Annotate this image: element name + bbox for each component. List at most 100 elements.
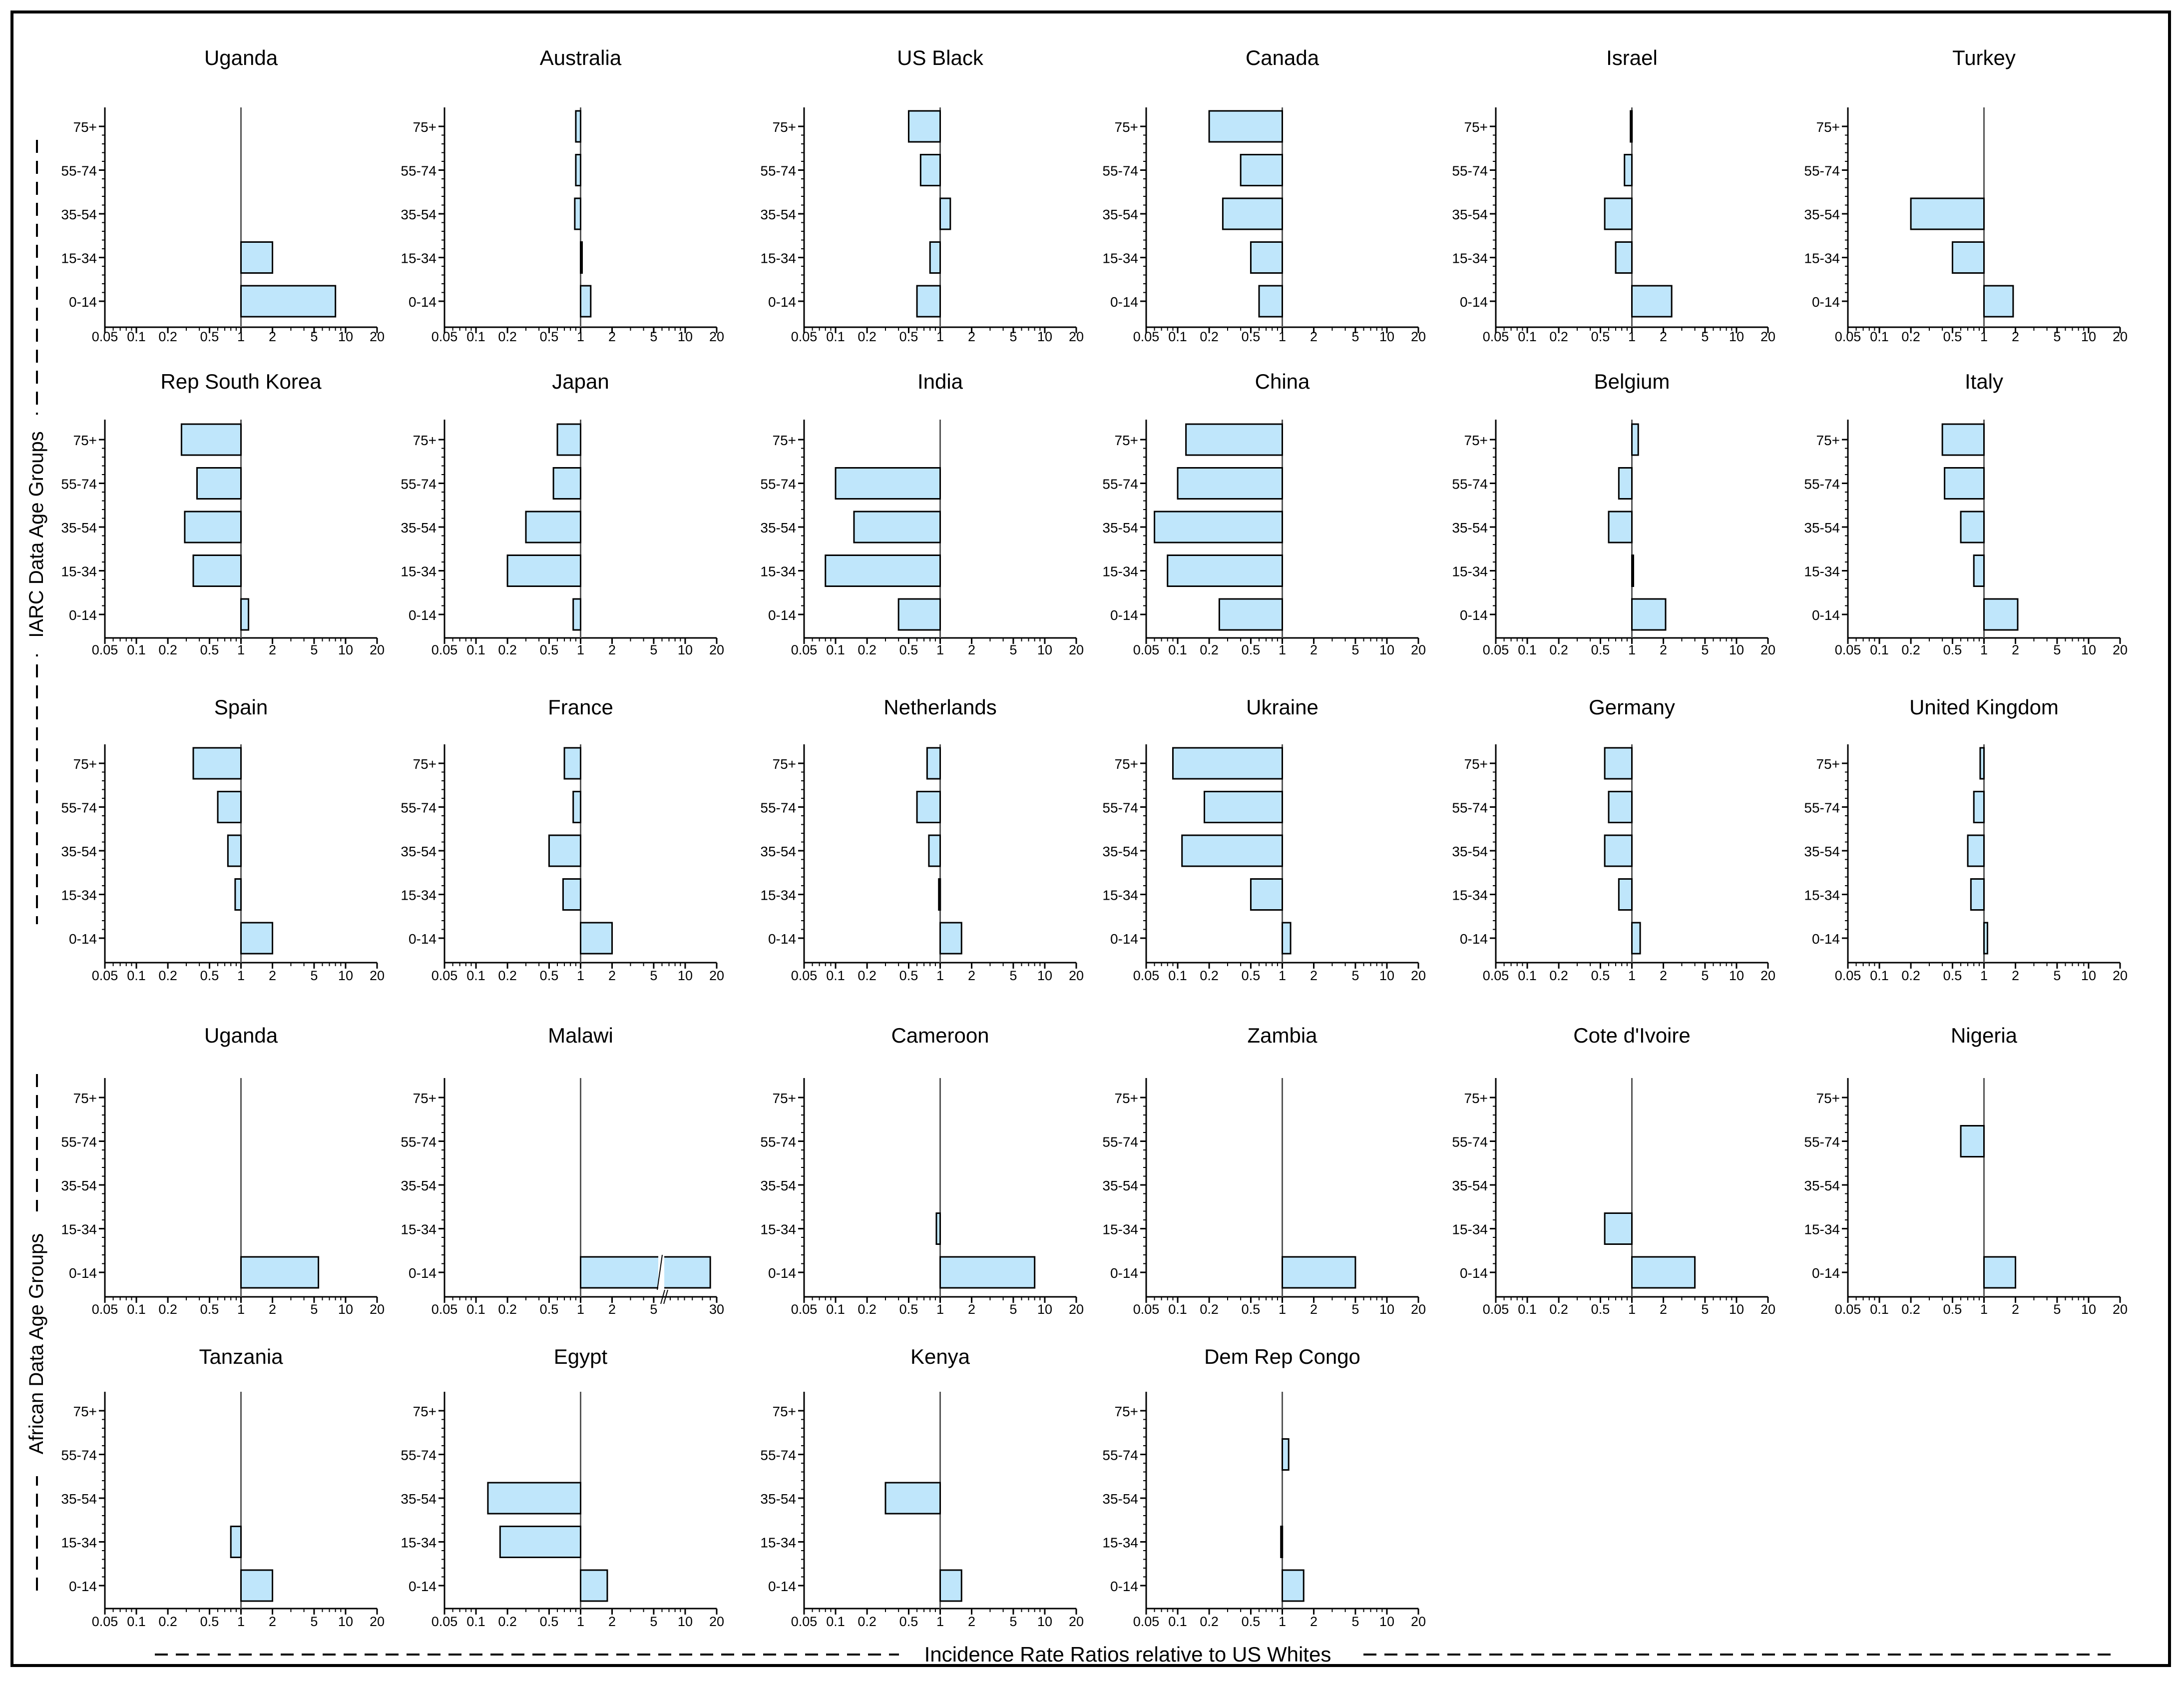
bar-iarc-china-0-14 [1218,598,1284,631]
x-tick-label-iarc-united-kingdom-6: 5 [2053,968,2061,983]
bar-iarc-ukraine-75 [1172,747,1284,780]
y-tick-label-african-kenya-0-14: 0-14 [768,1579,796,1594]
x-tick-label-iarc-australia-2: 0.2 [498,329,517,344]
x-tick-label-iarc-netherlands-8: 20 [1069,968,1084,983]
x-tick-label-african-zambia-0: 0.05 [1133,1302,1160,1317]
x-tick-label-african-uganda-8: 20 [370,1302,385,1317]
y-tick-label-african-dem-rep-congo-75: 75+ [1115,1404,1139,1419]
bar-iarc-uganda-15-34 [240,241,274,274]
x-tick-label-iarc-spain-8: 20 [370,968,385,983]
bar-iarc-italy-15-34 [1973,555,1985,587]
x-tick-label-african-kenya-8: 20 [1069,1614,1084,1629]
y-tick-label-african-tanzania-0-14: 0-14 [69,1579,97,1594]
x-tick-label-iarc-china-0: 0.05 [1133,642,1160,657]
x-tick-label-iarc-belgium-1: 0.1 [1518,642,1537,657]
y-tick-label-iarc-israel-15-34: 15-34 [1452,251,1488,266]
y-tick-label-iarc-canada-0-14: 0-14 [1110,294,1138,310]
y-tick-label-iarc-australia-0-14: 0-14 [409,294,437,310]
x-tick-label-african-dem-rep-congo-3: 0.5 [1242,1614,1261,1629]
x-tick-label-african-dem-rep-congo-0: 0.05 [1133,1614,1160,1629]
x-tick-label-iarc-australia-6: 5 [650,329,657,344]
y-tick-label-iarc-israel-35-54: 35-54 [1452,207,1488,222]
x-tick-label-african-kenya-7: 10 [1037,1614,1052,1629]
y-tick-label-iarc-france-55-74: 55-74 [401,800,437,816]
y-tick-label-iarc-germany-0-14: 0-14 [1460,931,1488,947]
x-tick-label-iarc-ukraine-5: 2 [1310,968,1317,983]
bar-african-cote-d-ivoire-15-34 [1604,1212,1633,1245]
x-tick-label-iarc-australia-5: 2 [608,329,616,344]
x-tick-label-iarc-italy-6: 5 [2053,642,2061,657]
y-tick-label-african-nigeria-35-54: 35-54 [1804,1178,1840,1193]
y-tick-label-african-egypt-15-34: 15-34 [401,1535,437,1551]
x-tick-label-african-malawi-1: 0.1 [466,1302,485,1317]
y-tick-label-iarc-france-75: 75+ [413,756,437,772]
bar-african-malawi-0-14 [580,1256,711,1289]
x-tick-label-iarc-australia-4: 1 [577,329,584,344]
bar-iarc-netherlands-35-54 [928,834,941,867]
x-tick-label-african-dem-rep-congo-7: 10 [1379,1614,1394,1629]
x-tick-label-iarc-belgium-4: 1 [1628,642,1636,657]
y-tick-label-iarc-ukraine-35-54: 35-54 [1102,844,1138,859]
x-tick-label-african-cote-d-ivoire-1: 0.1 [1518,1302,1537,1317]
y-tick-label-iarc-united-kingdom-0-14: 0-14 [1812,931,1840,947]
x-tick-label-african-kenya-2: 0.2 [858,1614,876,1629]
y-tick-label-african-egypt-55-74: 55-74 [401,1448,437,1463]
x-tick-label-iarc-united-kingdom-5: 2 [2012,968,2019,983]
y-tick-label-african-zambia-0-14: 0-14 [1110,1265,1138,1281]
x-tick-label-african-tanzania-5: 2 [269,1614,276,1629]
y-tick-label-iarc-uganda-55-74: 55-74 [61,163,97,179]
x-tick-label-iarc-netherlands-0: 0.05 [791,968,818,983]
x-tick-label-african-zambia-4: 1 [1279,1302,1286,1317]
bar-iarc-india-55-74 [835,467,941,500]
x-tick-label-iarc-india-4: 1 [936,642,944,657]
x-tick-label-iarc-italy-3: 0.5 [1943,642,1962,657]
y-tick-label-iarc-us-black-55-74: 55-74 [760,163,796,179]
bar-iarc-spain-35-54 [227,834,242,867]
bar-iarc-australia-75 [575,110,582,143]
x-tick-label-iarc-ukraine-2: 0.2 [1200,968,1219,983]
y-tick-label-iarc-united-kingdom-75: 75+ [1816,756,1840,772]
x-tick-label-iarc-japan-2: 0.2 [498,642,517,657]
x-tick-label-african-zambia-7: 10 [1379,1302,1394,1317]
bar-iarc-netherlands-55-74 [916,791,941,823]
y-tick-label-iarc-ukraine-0-14: 0-14 [1110,931,1138,947]
x-tick-label-iarc-rep-south-korea-2: 0.2 [158,642,177,657]
x-tick-label-iarc-japan-7: 10 [678,642,693,657]
x-tick-label-iarc-turkey-7: 10 [2081,329,2096,344]
x-tick-label-iarc-uganda-3: 0.5 [200,329,219,344]
axis-break-mark-african-malawi [663,1289,668,1304]
y-tick-label-african-zambia-15-34: 15-34 [1102,1222,1138,1237]
x-tick-label-iarc-turkey-4: 1 [1980,329,1988,344]
panel-title-iarc-turkey: Turkey [1952,46,2016,69]
panel-iarc-japan: Japan 75+ 55-74 35-54 15-34 0-14 0.05 0.1 0.2 0.5… [401,370,724,657]
bar-iarc-us-black-15-34 [929,241,941,274]
x-tick-label-african-cote-d-ivoire-6: 5 [1701,1302,1709,1317]
x-tick-label-iarc-netherlands-2: 0.2 [858,968,876,983]
bar-iarc-germany-15-34 [1618,878,1633,911]
x-tick-label-iarc-japan-4: 1 [577,642,584,657]
x-tick-label-iarc-italy-7: 10 [2081,642,2096,657]
x-tick-label-iarc-belgium-7: 10 [1729,642,1744,657]
panel-title-african-cote-d-ivoire: Cote d'Ivoire [1573,1024,1690,1047]
x-tick-label-african-nigeria-6: 5 [2053,1302,2061,1317]
y-tick-label-iarc-china-35-54: 35-54 [1102,520,1138,536]
y-tick-label-iarc-israel-55-74: 55-74 [1452,163,1488,179]
x-tick-label-iarc-turkey-8: 20 [2113,329,2128,344]
bar-iarc-united-kingdom-15-34 [1970,878,1985,911]
bar-iarc-turkey-35-54 [1910,197,1985,230]
y-tick-label-african-zambia-35-54: 35-54 [1102,1178,1138,1193]
bar-iarc-israel-0-14 [1631,285,1673,318]
bar-african-cameroon-15-34 [935,1212,941,1245]
x-tick-label-iarc-japan-1: 0.1 [466,642,485,657]
x-tick-label-iarc-canada-3: 0.5 [1242,329,1261,344]
x-tick-label-iarc-india-8: 20 [1069,642,1084,657]
y-tick-label-iarc-netherlands-0-14: 0-14 [768,931,796,947]
y-tick-label-iarc-us-black-0-14: 0-14 [768,294,796,310]
x-tick-label-iarc-australia-8: 20 [709,329,724,344]
x-tick-label-iarc-india-2: 0.2 [858,642,876,657]
bar-iarc-india-0-14 [897,598,941,631]
y-tick-label-iarc-canada-15-34: 15-34 [1102,251,1138,266]
y-tick-label-african-cote-d-ivoire-55-74: 55-74 [1452,1134,1488,1150]
bar-iarc-china-35-54 [1154,511,1283,544]
panel-title-iarc-canada: Canada [1246,46,1319,69]
